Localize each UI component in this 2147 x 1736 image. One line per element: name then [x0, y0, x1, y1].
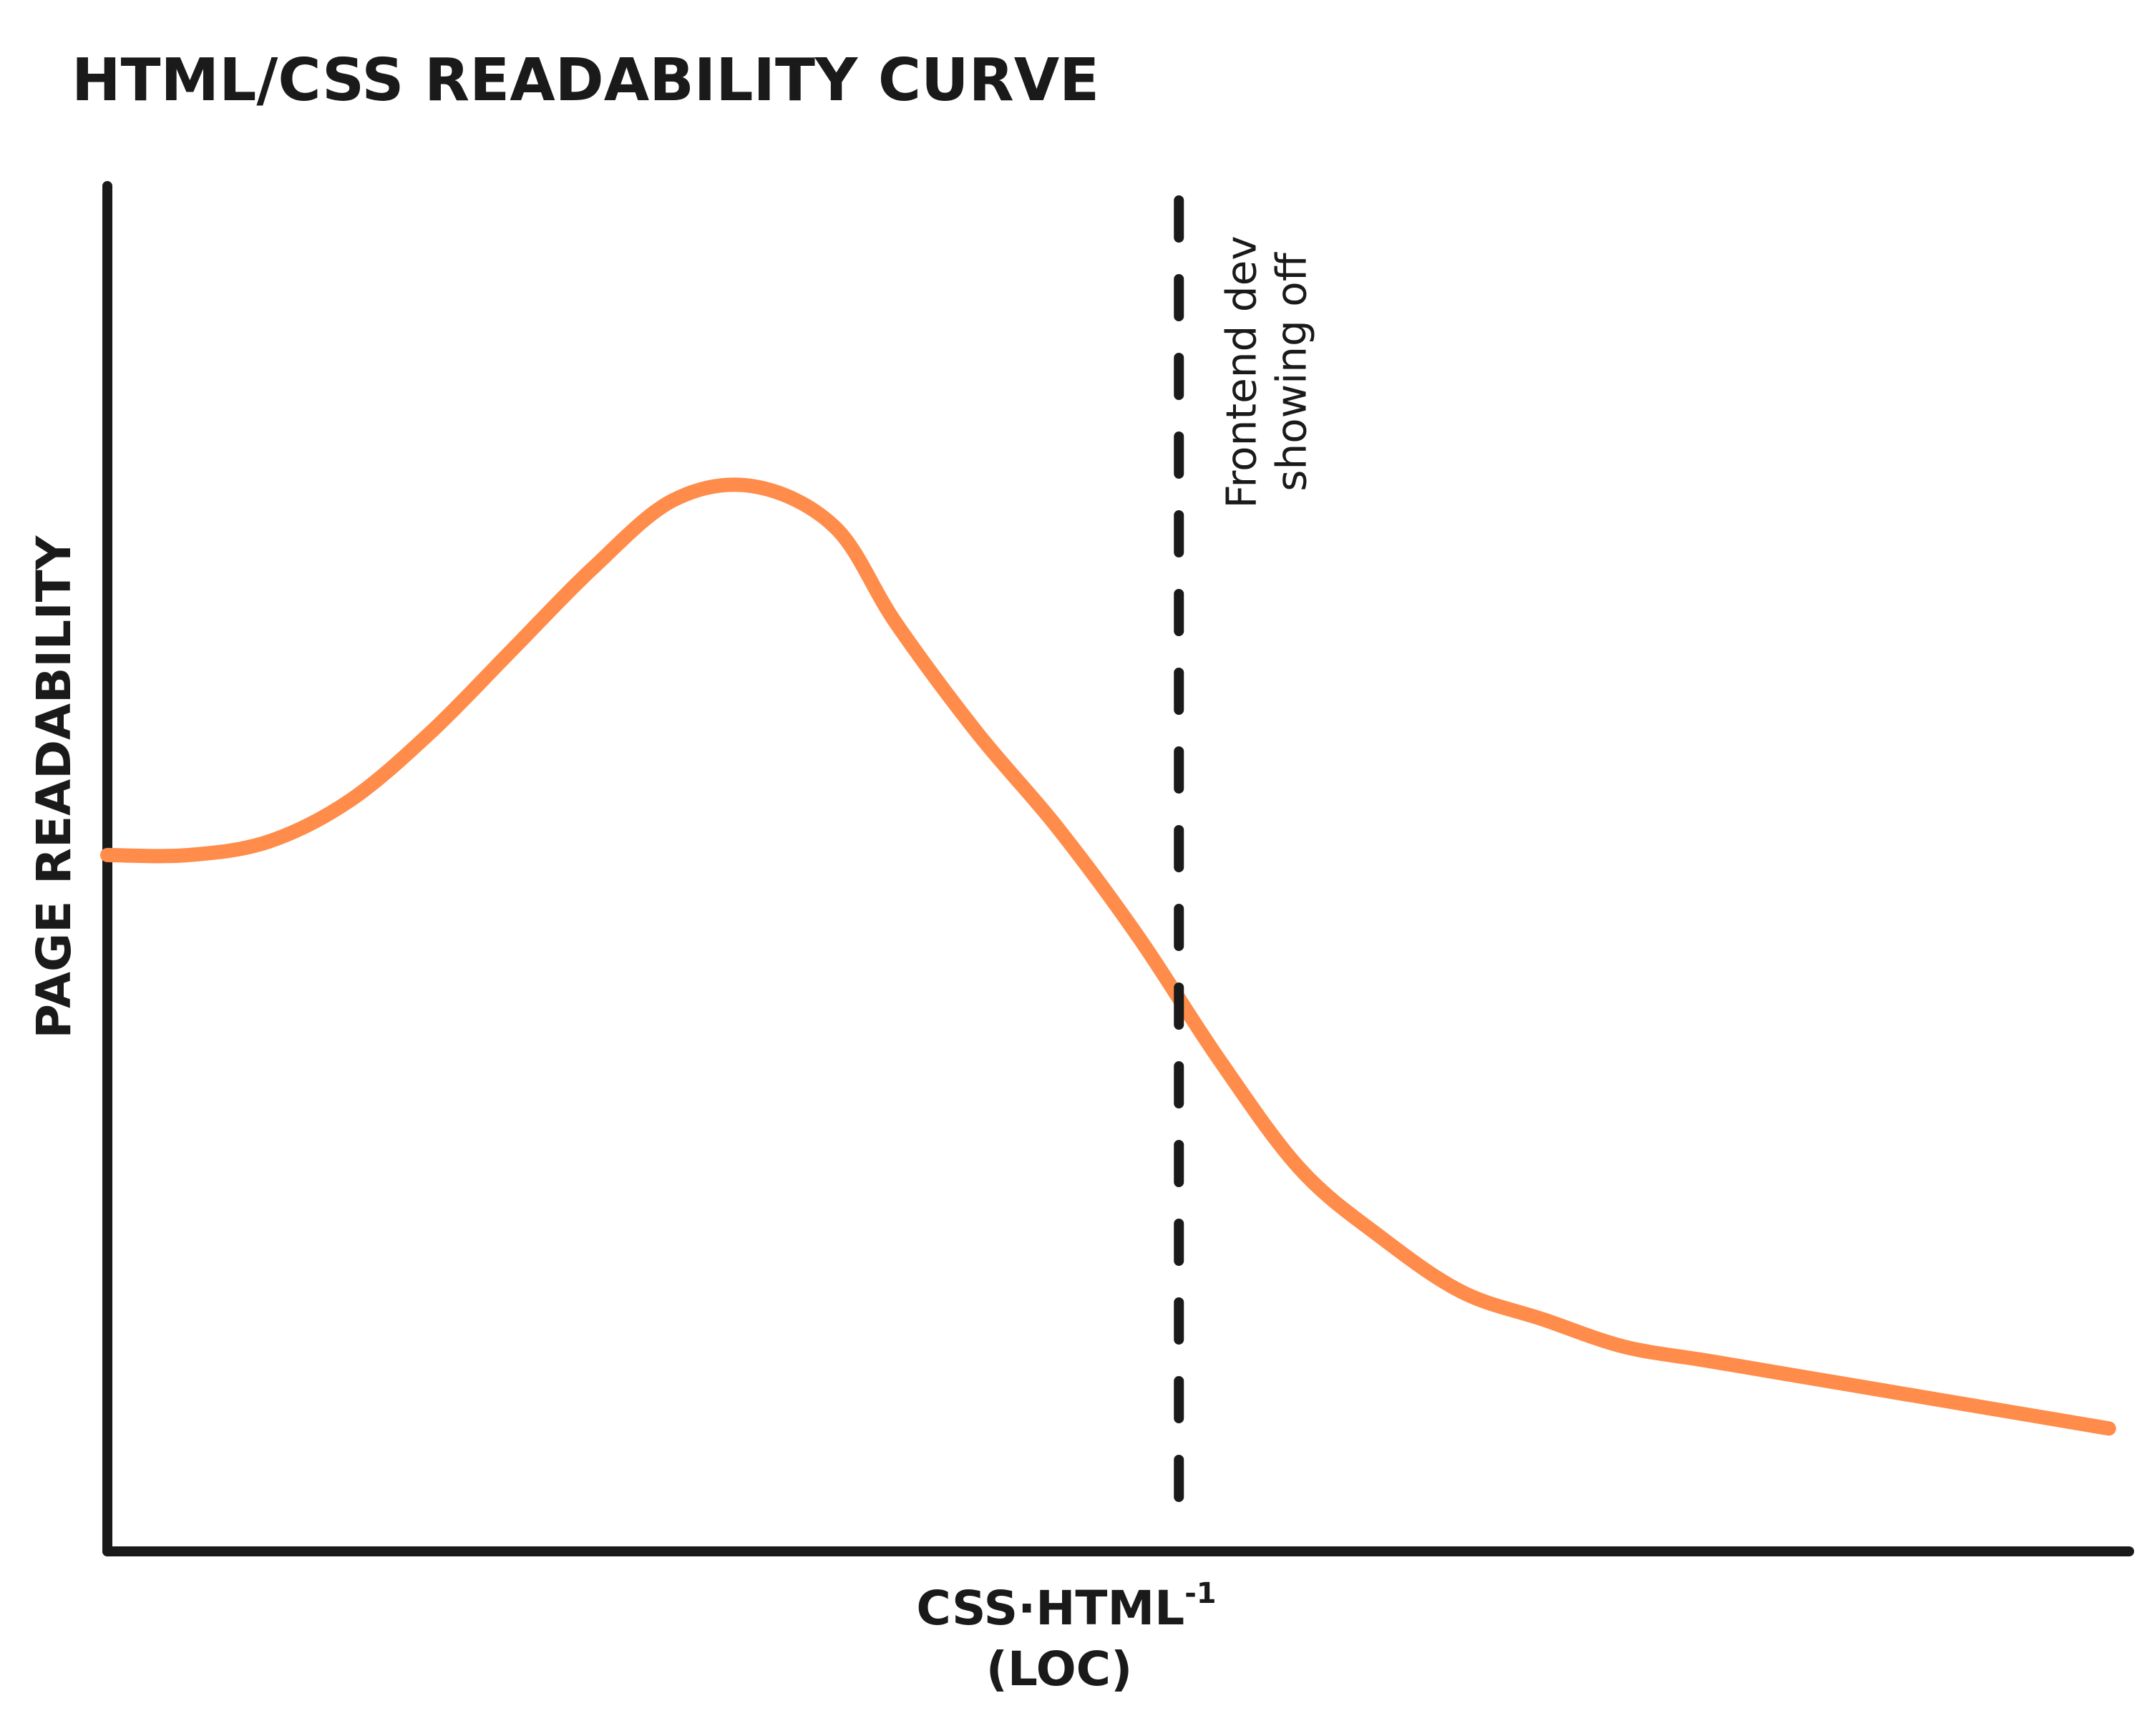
series-line — [100, 477, 2116, 1436]
annotation-line-2: showing off — [1267, 251, 1315, 492]
x-axis-label-superscript: -1 — [1184, 1577, 1216, 1610]
annotation-label-group: Frontend dev showing off — [1217, 235, 1315, 508]
annotation-line-1: Frontend dev — [1217, 235, 1265, 508]
x-axis-label-base: CSS·HTML — [916, 1581, 1184, 1636]
x-axis-unit: (LOC) — [986, 1642, 1133, 1697]
chart-title: HTML/CSS READABILITY CURVE — [72, 47, 1099, 114]
x-axis-label: CSS·HTML-1 — [916, 1577, 1216, 1636]
y-axis-label: PAGE READABILITY — [26, 535, 82, 1038]
